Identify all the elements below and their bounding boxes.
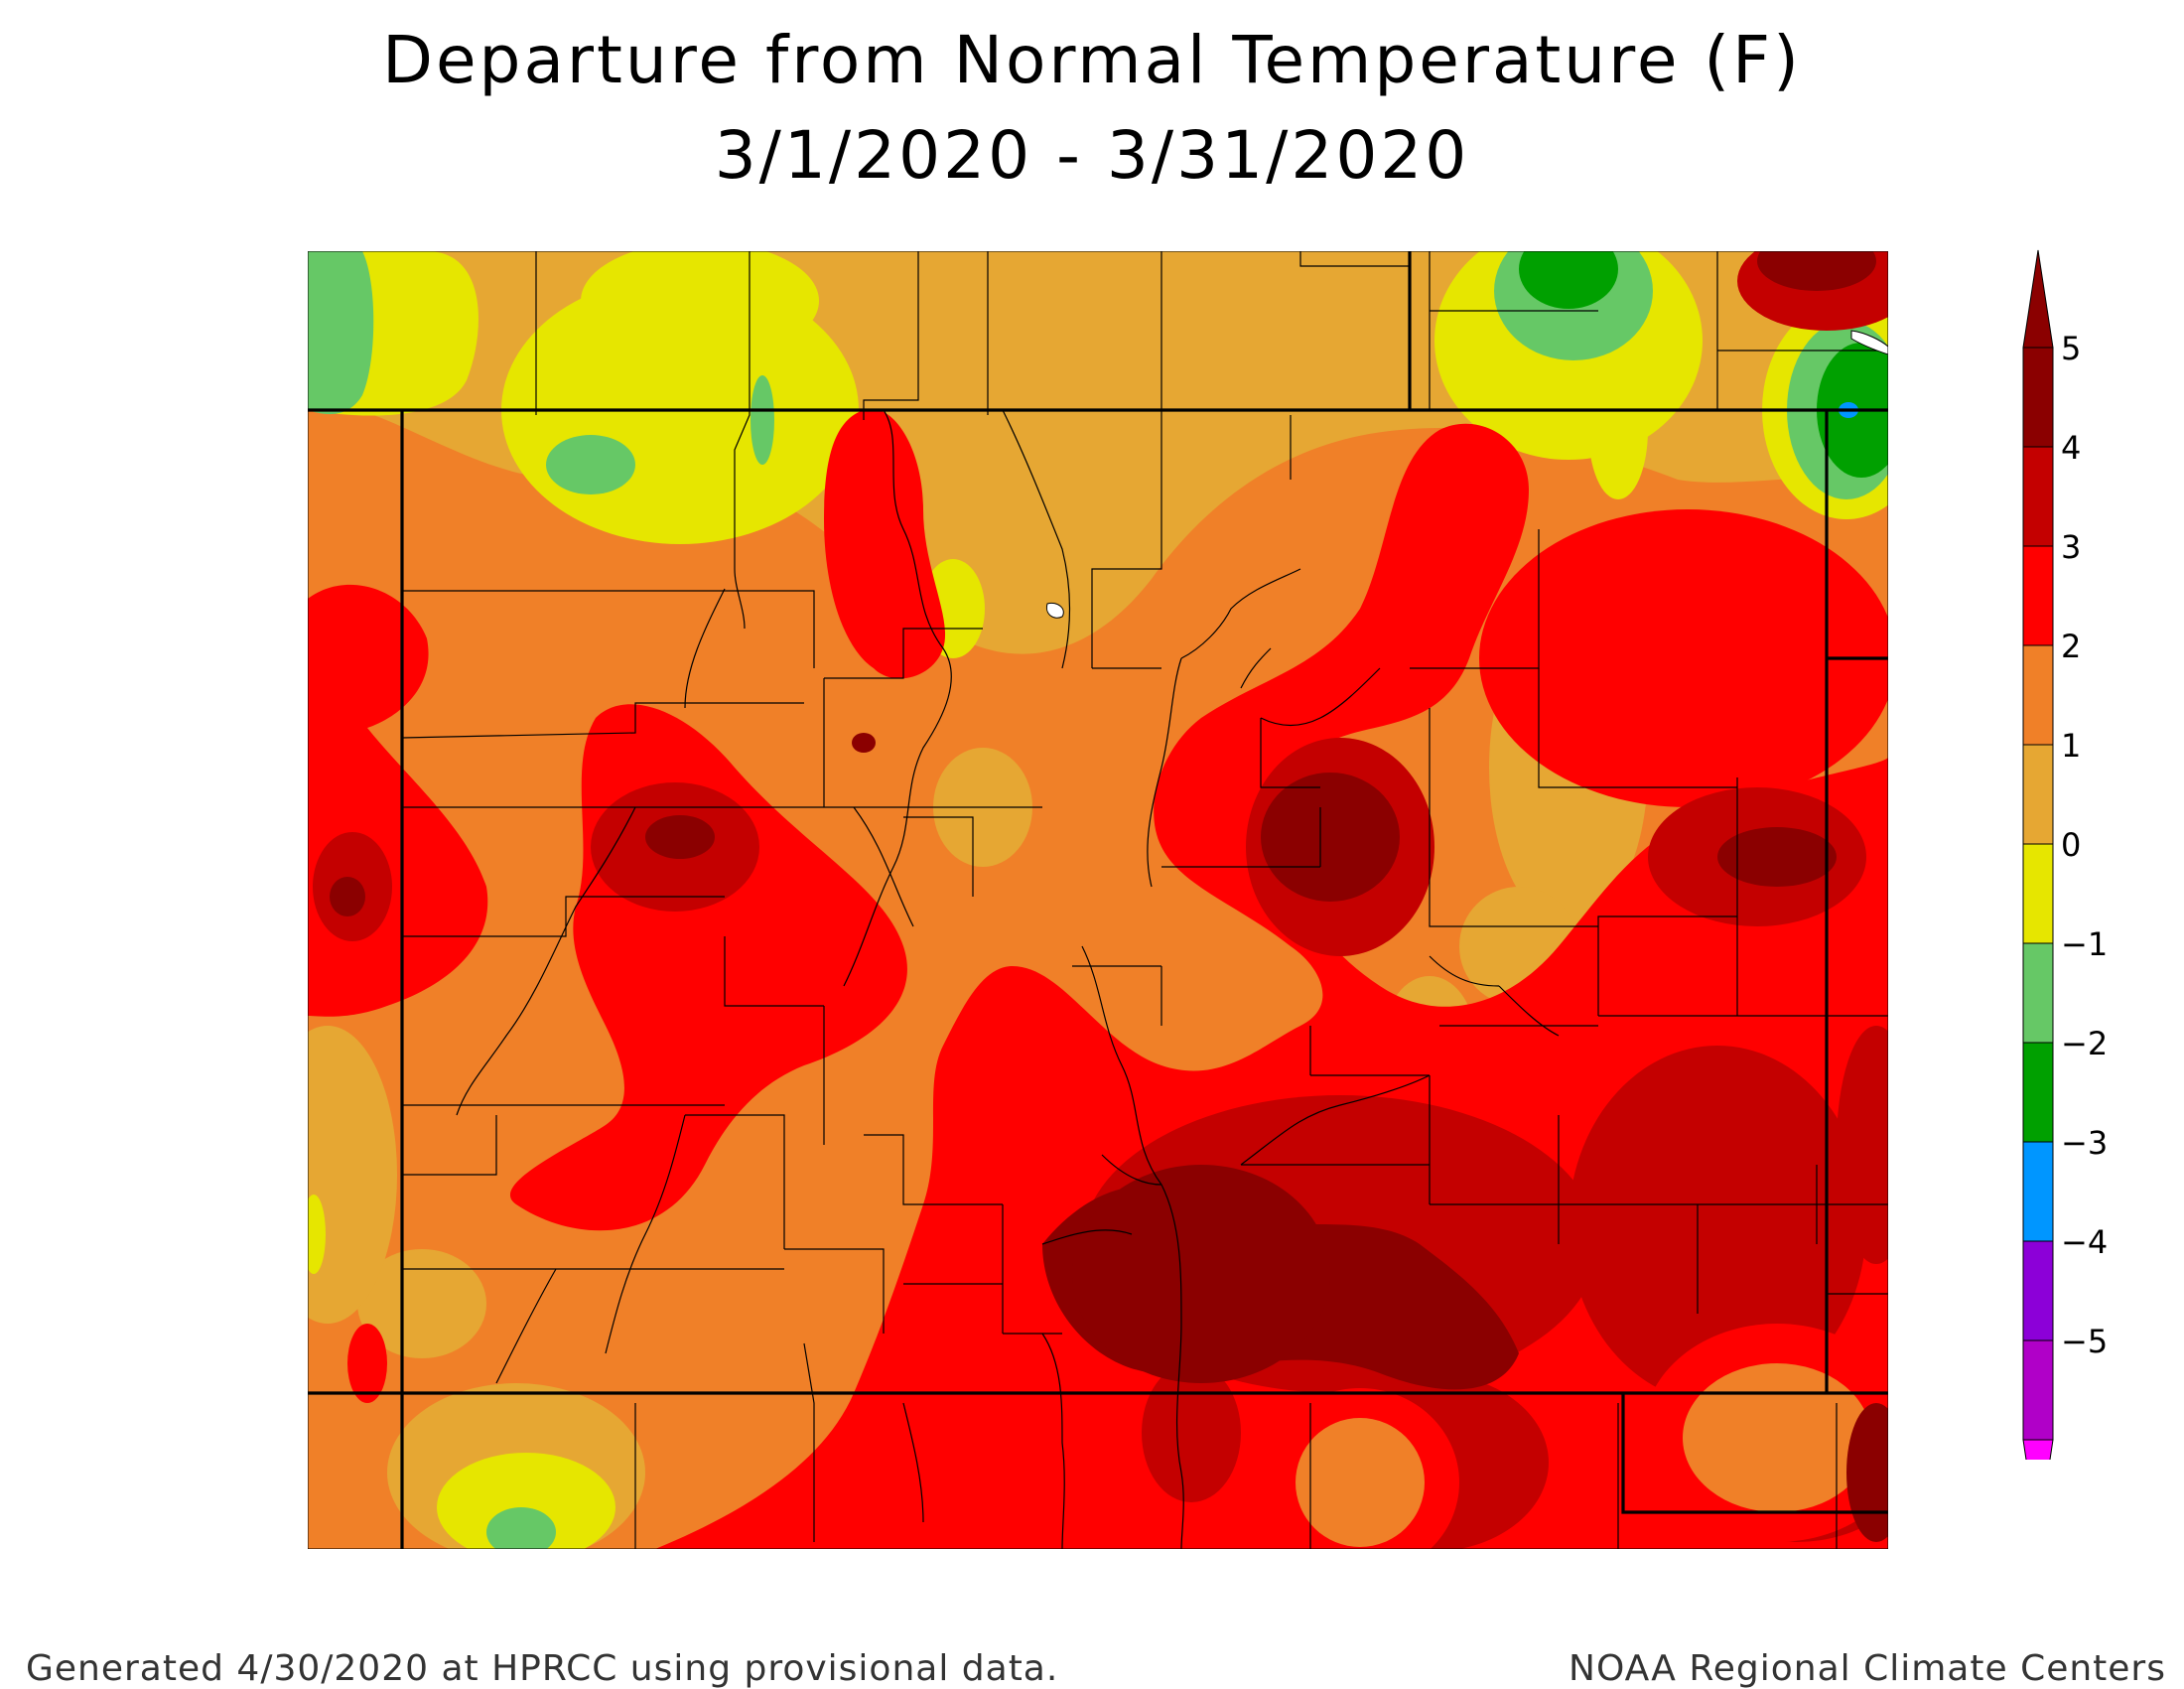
legend-arrow-high <box>2022 249 2054 349</box>
legend-tick-label: 1 <box>2061 727 2081 765</box>
irregular-county-lines <box>456 409 1560 1549</box>
lakes <box>1045 330 1888 619</box>
legend-bin <box>2022 744 2054 845</box>
legend-arrow-low <box>2022 1439 2054 1460</box>
legend-bin <box>2022 1240 2054 1341</box>
anomaly-islands-2-to-3b <box>1296 1363 1871 1547</box>
legend-tick-label: −1 <box>2061 925 2108 963</box>
legend-bin <box>2022 1042 2054 1143</box>
legend-tick-label: 4 <box>2061 429 2081 467</box>
legend-tick-label: −4 <box>2061 1223 2108 1261</box>
legend-bin <box>2022 545 2054 646</box>
footer-source-credit: NOAA Regional Climate Centers <box>1569 1648 2166 1689</box>
legend-bin <box>2022 644 2054 746</box>
legend-tick-label: −3 <box>2061 1124 2108 1162</box>
color-scale-legend: 5 4 3 2 1 0 −1 −2 −3 −4 −5 <box>2022 249 2108 1460</box>
footer-generated-note: Generated 4/30/2020 at HPRCC using provi… <box>26 1648 1059 1689</box>
state-boundaries <box>308 251 1888 1549</box>
anomaly-band-above-5 <box>330 251 1888 1542</box>
legend-bin <box>2022 1339 2054 1441</box>
map-date-range: 3/1/2020 - 3/31/2020 <box>714 117 1470 194</box>
legend-bin <box>2022 347 2054 448</box>
legend-bin <box>2022 446 2054 547</box>
legend-tick-label: 5 <box>2061 330 2081 367</box>
legend-tick-label: −2 <box>2061 1025 2108 1062</box>
temperature-departure-map <box>308 251 1888 1549</box>
legend-tick-label: 2 <box>2061 628 2081 665</box>
legend-bin <box>2022 1141 2054 1242</box>
county-boundaries <box>401 251 1888 1549</box>
legend-tick-label: 3 <box>2061 528 2081 566</box>
map-title: Departure from Normal Temperature (F) <box>382 22 1802 98</box>
legend-tick-label: −5 <box>2061 1323 2108 1360</box>
legend-bin <box>2022 843 2054 944</box>
legend-bin <box>2022 942 2054 1044</box>
legend-tick-label: 0 <box>2061 826 2081 864</box>
